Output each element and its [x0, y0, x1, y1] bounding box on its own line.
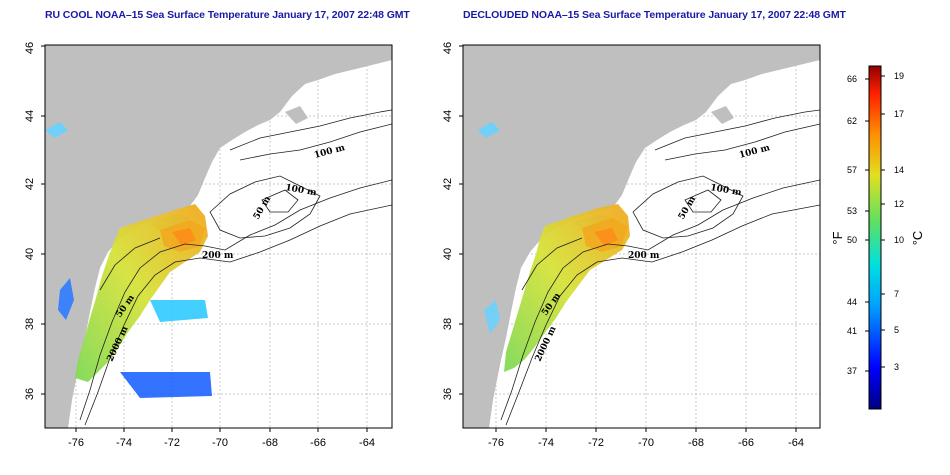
colorbar-celsius-unit: °C [910, 231, 925, 246]
colorbar-fahrenheit-tick: 41 [847, 326, 857, 336]
left-y-tick: 36 [24, 388, 36, 400]
right-map-frame [462, 44, 821, 429]
right-y-tick: 42 [442, 178, 454, 190]
colorbar-celsius-tick: 14 [894, 165, 904, 175]
right-landmass [463, 45, 820, 428]
colorbar-fahrenheit-tick: 44 [847, 297, 857, 307]
colorbar-celsius-tick: 5 [894, 325, 899, 335]
colorbar-celsius-tick: 3 [894, 362, 899, 372]
colorbar-celsius-tick: 17 [894, 109, 904, 119]
left-x-tick: -70 [212, 437, 228, 449]
right-x-tick: -72 [588, 437, 604, 449]
right-x-tick: -64 [788, 437, 804, 449]
right-x-tick: -68 [688, 437, 704, 449]
colorbar-gradient [868, 65, 882, 410]
colorbar-fahrenheit-tick: 66 [847, 74, 857, 84]
left-y-tick: 44 [24, 110, 36, 122]
left-y-tick: 42 [24, 178, 36, 190]
right-contour-label: 200 m [628, 251, 660, 261]
right-y-tick: 44 [442, 110, 454, 122]
colorbar-fahrenheit-tick: 62 [847, 116, 857, 126]
left-landmass [45, 45, 392, 428]
colorbar-celsius-tick: 7 [894, 289, 899, 299]
colorbar-fahrenheit-tick: 37 [847, 366, 857, 376]
left-y-tick: 40 [24, 248, 36, 260]
colorbar-fahrenheit-tick: 57 [847, 165, 857, 175]
left-y-tick: 38 [24, 318, 36, 330]
right-x-tick: -70 [638, 437, 654, 449]
colorbar-fahrenheit-unit: °F [830, 231, 845, 244]
left-map-panel: 100 m 100 m 50 m 200 m 50 m 2000 m -76 -… [24, 42, 393, 449]
left-x-tick: -74 [116, 437, 132, 449]
left-x-tick: -76 [68, 437, 84, 449]
colorbar-fahrenheit-tick: 50 [847, 235, 857, 245]
right-y-tick: 38 [442, 318, 454, 330]
right-gridlines [463, 45, 820, 428]
colorbar-celsius-tick: 10 [894, 235, 904, 245]
right-y-tick: 40 [442, 248, 454, 260]
left-y-tick: 46 [24, 42, 36, 54]
left-bathymetry-contours [79, 109, 392, 426]
right-bathymetry-contours [500, 109, 820, 426]
right-x-tick: -66 [738, 437, 754, 449]
right-y-tick: 36 [442, 388, 454, 400]
left-panel-title: RU COOL NOAA–15 Sea Surface Temperature … [45, 9, 410, 21]
colorbar-fahrenheit-tick: 53 [847, 206, 857, 216]
right-x-tick: -76 [488, 437, 504, 449]
right-panel-title: DECLOUDED NOAA–15 Sea Surface Temperatur… [463, 9, 846, 21]
right-map-panel: 100 m 100 m 50 m 200 m 50 m 2000 m -76 -… [442, 42, 821, 449]
left-x-tick: -68 [262, 437, 278, 449]
temperature-colorbar: 66 62 57 53 50 44 41 37 19 17 14 12 10 7… [830, 65, 925, 410]
colorbar-celsius-tick: 12 [894, 199, 904, 209]
left-contour-label: 200 m [202, 251, 234, 261]
right-x-tick: -74 [538, 437, 554, 449]
left-x-tick: -72 [164, 437, 180, 449]
left-x-tick: -66 [310, 437, 326, 449]
left-map-frame [44, 44, 393, 429]
right-y-tick: 46 [442, 42, 454, 54]
colorbar-celsius-tick: 19 [894, 71, 904, 81]
left-x-tick: -64 [359, 437, 375, 449]
